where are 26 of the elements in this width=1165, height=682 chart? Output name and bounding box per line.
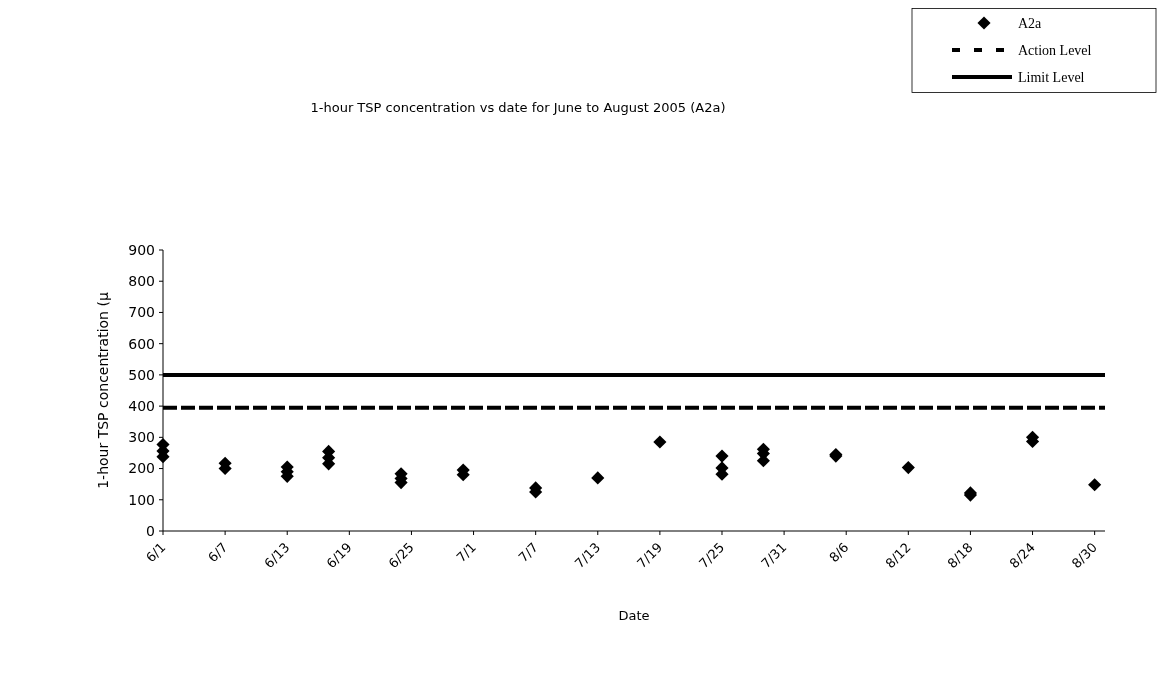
y-tick-label: 300: [128, 429, 155, 446]
y-tick-label: 500: [128, 366, 155, 383]
y-tick-label: 800: [128, 273, 155, 290]
legend-label: Limit Level: [1018, 69, 1085, 85]
y-tick-label: 200: [128, 460, 155, 477]
y-tick-label: 100: [128, 491, 155, 508]
y-tick-label: 600: [128, 335, 155, 352]
x-tick-label: 8/6: [826, 539, 852, 566]
y-tick-label: 400: [128, 398, 155, 415]
x-tick-label: 6/1: [142, 539, 169, 566]
legend-label: A2a: [1018, 15, 1043, 31]
y-tick-label: 700: [128, 304, 155, 321]
y-axis-title: 1-hour TSP concentration (μ: [95, 292, 111, 489]
y-tick-label: 0: [146, 522, 155, 539]
x-tick-label: 7/1: [453, 539, 479, 566]
point: [653, 435, 667, 449]
point: [901, 461, 915, 475]
point: [715, 449, 729, 463]
x-axis-title: Date: [618, 608, 650, 623]
legend-label: Action Level: [1018, 42, 1092, 58]
x-tick-label: 7/7: [515, 539, 541, 566]
x-tick-label: 6/7: [205, 539, 231, 566]
y-tick-label: 900: [128, 241, 155, 258]
point: [591, 471, 605, 485]
chart-title: 1-hour TSP concentration vs date for June to August 2005 (A2a): [310, 100, 726, 115]
point: [1088, 478, 1102, 492]
